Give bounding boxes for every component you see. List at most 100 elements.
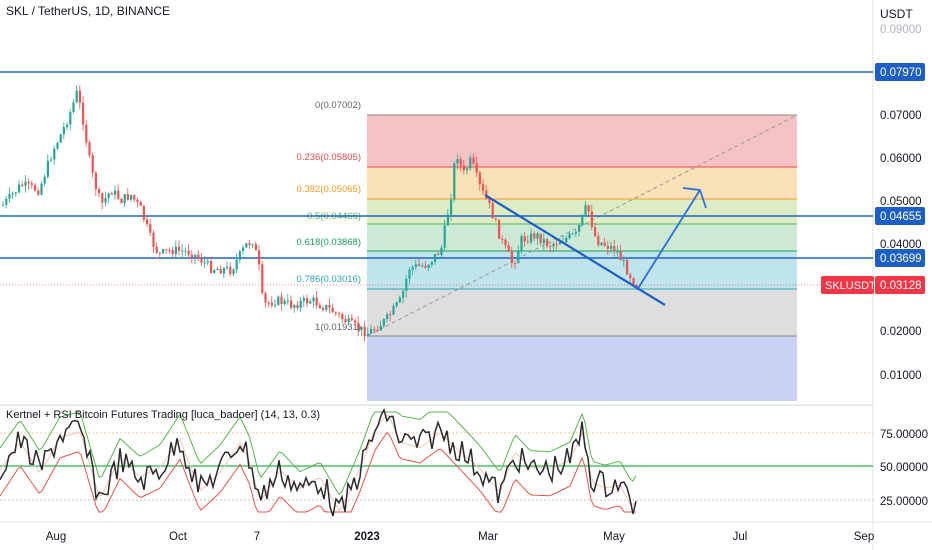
candle <box>613 246 616 252</box>
rsi-tick: 25.00000 <box>880 496 928 508</box>
candle <box>603 242 606 246</box>
candle <box>197 254 200 259</box>
candle <box>344 319 347 323</box>
candle <box>171 250 174 255</box>
fib-label-0: 0(0.07002) <box>315 100 361 111</box>
level-badge-07970-text: 0.07970 <box>880 67 922 79</box>
candle <box>629 274 632 278</box>
candle <box>110 193 113 195</box>
descending-trendline[interactable] <box>484 194 666 306</box>
candle <box>504 239 507 246</box>
fib-retracement[interactable]: 0(0.07002) 0.236(0.05805) 0.382(0.05065)… <box>297 100 798 401</box>
price-tick: 0.02000 <box>880 326 922 338</box>
time-label: Oct <box>169 531 188 543</box>
candle <box>155 246 158 253</box>
time-label: Sep <box>854 531 874 543</box>
candle <box>194 254 197 258</box>
rsi-line <box>0 408 637 517</box>
candle <box>190 254 193 258</box>
candle <box>72 102 75 112</box>
candle <box>277 296 280 305</box>
candle <box>594 227 597 237</box>
candle <box>389 314 392 316</box>
rsi-tick: 50.00000 <box>880 462 928 474</box>
candle <box>539 233 542 244</box>
candle <box>107 193 110 198</box>
candle <box>366 333 369 337</box>
candle <box>21 184 24 186</box>
candle <box>245 243 248 248</box>
candle <box>427 264 430 268</box>
candle <box>168 250 171 252</box>
candle <box>302 298 305 301</box>
upper-band-line <box>0 411 637 496</box>
candle <box>437 253 440 256</box>
level-badge-03699 <box>875 249 925 267</box>
indicator-title[interactable]: Kertnel + RSI Bitcoin Futures Trading [l… <box>6 409 320 421</box>
candle <box>510 251 513 264</box>
candle <box>606 245 609 249</box>
price-tick: 0.01000 <box>880 370 922 382</box>
candle <box>430 261 433 265</box>
candle <box>27 181 30 184</box>
candle <box>507 245 510 252</box>
candle <box>181 250 184 252</box>
candle <box>363 326 366 337</box>
last-price-badge <box>875 276 925 294</box>
symbol-header[interactable]: SKL / TetherUS, 1D, BINANCE <box>6 4 171 18</box>
candle <box>523 236 526 242</box>
candle <box>142 205 145 220</box>
candle <box>290 300 293 308</box>
level-badge-03699-text: 0.03699 <box>880 253 922 265</box>
candle <box>568 233 571 238</box>
candle <box>174 246 177 255</box>
last-price-text: 0.03128 <box>880 280 922 292</box>
price-axis[interactable]: 0.09000 0.07000 0.06000 0.05000 0.04000 … <box>821 24 925 382</box>
candle <box>446 214 449 226</box>
candle <box>584 205 587 215</box>
candle <box>299 300 302 309</box>
rsi-tick: 75.00000 <box>880 429 928 441</box>
candle <box>414 264 417 268</box>
candle <box>178 246 181 251</box>
candle <box>610 246 613 249</box>
candle <box>66 124 69 128</box>
candle <box>184 250 187 252</box>
projection-arrow[interactable] <box>636 187 707 291</box>
candle <box>248 243 251 245</box>
time-label: Mar <box>478 531 498 543</box>
candle <box>395 302 398 307</box>
candle <box>408 269 411 279</box>
candle <box>587 205 590 212</box>
fib-zone-5-618 <box>367 224 797 251</box>
candle <box>443 225 446 248</box>
candle <box>158 252 161 254</box>
candle <box>475 163 478 173</box>
candle <box>424 265 427 268</box>
candle <box>597 236 600 246</box>
candle <box>229 266 232 274</box>
candle <box>517 250 520 264</box>
time-axis[interactable]: Aug Oct 7 2023 Mar May Jul Sep <box>46 531 874 543</box>
candle <box>456 159 459 164</box>
candle <box>162 249 165 254</box>
fib-label-1: 1(0.01931) <box>315 322 361 333</box>
candle <box>306 298 309 304</box>
candle <box>619 251 622 261</box>
candle <box>514 263 517 265</box>
candle <box>581 214 584 226</box>
candle <box>379 325 382 331</box>
indicator-pane[interactable]: 75.00000 50.00000 25.00000 <box>0 408 928 517</box>
candle <box>488 198 491 204</box>
candle <box>501 238 504 240</box>
candle <box>491 203 494 219</box>
candle <box>571 233 574 235</box>
candle <box>558 242 561 245</box>
candle <box>462 165 465 171</box>
candle <box>334 312 337 314</box>
candle <box>478 172 481 185</box>
candle <box>498 219 501 239</box>
candle <box>206 260 209 263</box>
candle <box>382 319 385 326</box>
